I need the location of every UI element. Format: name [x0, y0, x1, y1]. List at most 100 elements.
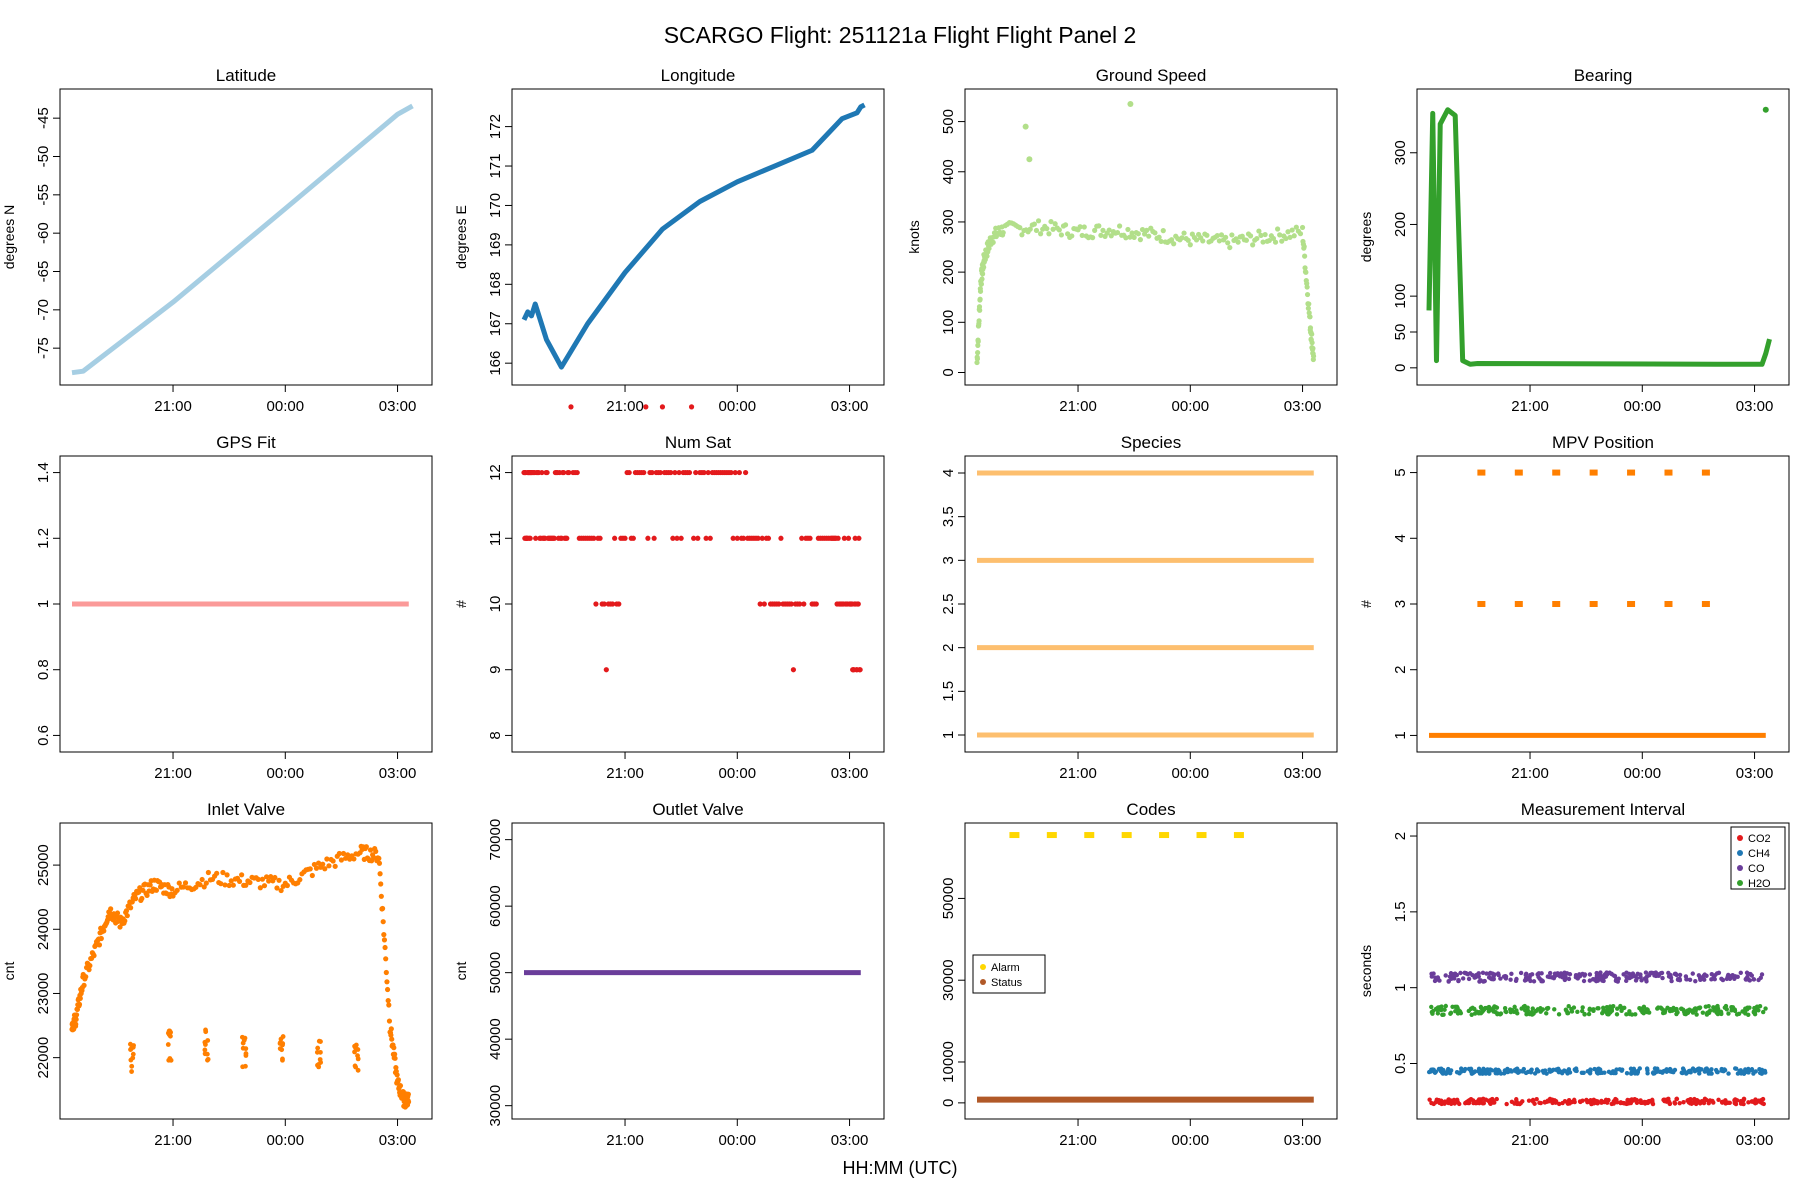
data-point: [1310, 353, 1317, 359]
data-point: [1430, 1011, 1435, 1016]
data-point: [1677, 972, 1683, 978]
data-point: [601, 601, 607, 607]
data-point: [136, 889, 142, 895]
data-point: [1591, 1007, 1596, 1012]
data-point: [98, 935, 104, 942]
data-point: [259, 876, 266, 882]
data-point: [1026, 156, 1033, 163]
data-point: [129, 899, 135, 905]
data-point: [1487, 1071, 1492, 1076]
data-point: [695, 535, 701, 541]
data-point: [1460, 976, 1466, 981]
data-point: [1254, 235, 1260, 242]
data-point: [280, 1057, 285, 1063]
data-point: [1660, 975, 1665, 981]
y-tick-label: 8: [487, 731, 504, 739]
panel-inlet-valve: Inlet Valve 21:00 00:00 03:00 22000 23000 2400…: [1, 800, 433, 1149]
data-point: [1447, 974, 1453, 979]
data-point: [1539, 978, 1544, 984]
data-point: [1647, 973, 1652, 978]
data-point: [1260, 239, 1266, 245]
data-point: [1742, 1010, 1748, 1015]
data-point: [1187, 242, 1193, 248]
data-point: [1069, 233, 1075, 239]
data-point: [279, 1047, 285, 1053]
data-point: [701, 469, 707, 476]
data-point: [133, 896, 139, 902]
data-point: [1287, 234, 1293, 240]
data-point: [1762, 106, 1769, 113]
data-point: [1477, 469, 1486, 476]
data-point: [1525, 1008, 1531, 1013]
data-point: [1577, 972, 1582, 977]
data-point: [272, 874, 278, 881]
data-point: [1679, 1070, 1684, 1075]
y-tick-label: 1.4: [35, 462, 52, 483]
data-point: [1218, 232, 1225, 238]
data-point: [1701, 469, 1710, 476]
data-point: [1514, 1066, 1519, 1072]
data-point: [1551, 975, 1556, 980]
panel-longitude: Longitude 21:00 00:00 03:00 166 167 168 169 170 1…: [453, 66, 885, 415]
data-point: [1523, 1070, 1529, 1076]
x-tick-label: 21:00: [154, 765, 192, 782]
legend-marker: [980, 979, 986, 985]
data-point: [1185, 237, 1191, 243]
panel-ground-speed: Ground Speed 21:00 00:00 03:00 0 100 200 300 400…: [906, 66, 1338, 415]
data-point: [1664, 601, 1673, 607]
data-point: [1734, 1012, 1740, 1017]
data-point: [857, 667, 863, 673]
data-point: [205, 869, 211, 876]
data-point: [977, 296, 983, 302]
x-tick-label: 00:00: [1624, 398, 1662, 415]
panel-codes: Codes 21:00 00:00 03:00 0 10000 30000 50000 Alar…: [940, 800, 1338, 1149]
x-tick-label: 03:00: [1284, 1132, 1322, 1149]
y-tick-label: 60000: [487, 885, 504, 927]
data-point: [388, 1032, 394, 1038]
data-point: [1494, 1096, 1499, 1102]
data-point: [1595, 973, 1600, 978]
y-axis-label: cnt: [453, 962, 469, 981]
x-tick-label: 21:00: [1511, 398, 1549, 415]
x-tick-label: 21:00: [606, 1132, 644, 1149]
data-point: [740, 535, 747, 541]
data-point: [686, 469, 693, 476]
data-point: [1468, 1068, 1474, 1074]
y-tick-label: 4: [940, 469, 957, 477]
data-point: [1733, 1101, 1739, 1107]
data-point: [1307, 314, 1313, 320]
data-point: [1595, 978, 1601, 983]
data-point: [986, 245, 992, 252]
data-point: [1727, 976, 1733, 982]
data-point: [761, 601, 767, 607]
data-point: [87, 963, 93, 969]
data-point: [1302, 253, 1308, 259]
data-point: [1498, 976, 1503, 981]
data-point: [1628, 973, 1633, 979]
data-point: [388, 1026, 394, 1032]
data-point: [1144, 227, 1150, 233]
data-point: [1514, 976, 1519, 982]
data-point: [239, 872, 245, 878]
data-point: [1441, 1012, 1446, 1017]
data-point: [707, 535, 713, 541]
data-point: [338, 857, 345, 863]
data-point: [236, 878, 243, 884]
data-point: [355, 1047, 361, 1052]
y-tick-label: 1: [1392, 731, 1409, 739]
data-point: [1058, 232, 1065, 238]
y-tick-label: 1: [1392, 984, 1409, 992]
data-point: [1579, 1070, 1585, 1075]
data-point: [381, 937, 388, 943]
data-point: [1431, 1101, 1436, 1107]
data-point: [1031, 221, 1037, 227]
data-point: [83, 974, 89, 980]
y-tick-label: 9: [487, 666, 504, 674]
data-point: [732, 469, 738, 476]
y-axis-label: degrees: [1358, 212, 1374, 263]
panel-title: Bearing: [1574, 66, 1633, 85]
y-tick-label: 1: [35, 600, 52, 608]
data-point: [180, 884, 187, 890]
y-axis-label: degrees E: [453, 205, 469, 269]
